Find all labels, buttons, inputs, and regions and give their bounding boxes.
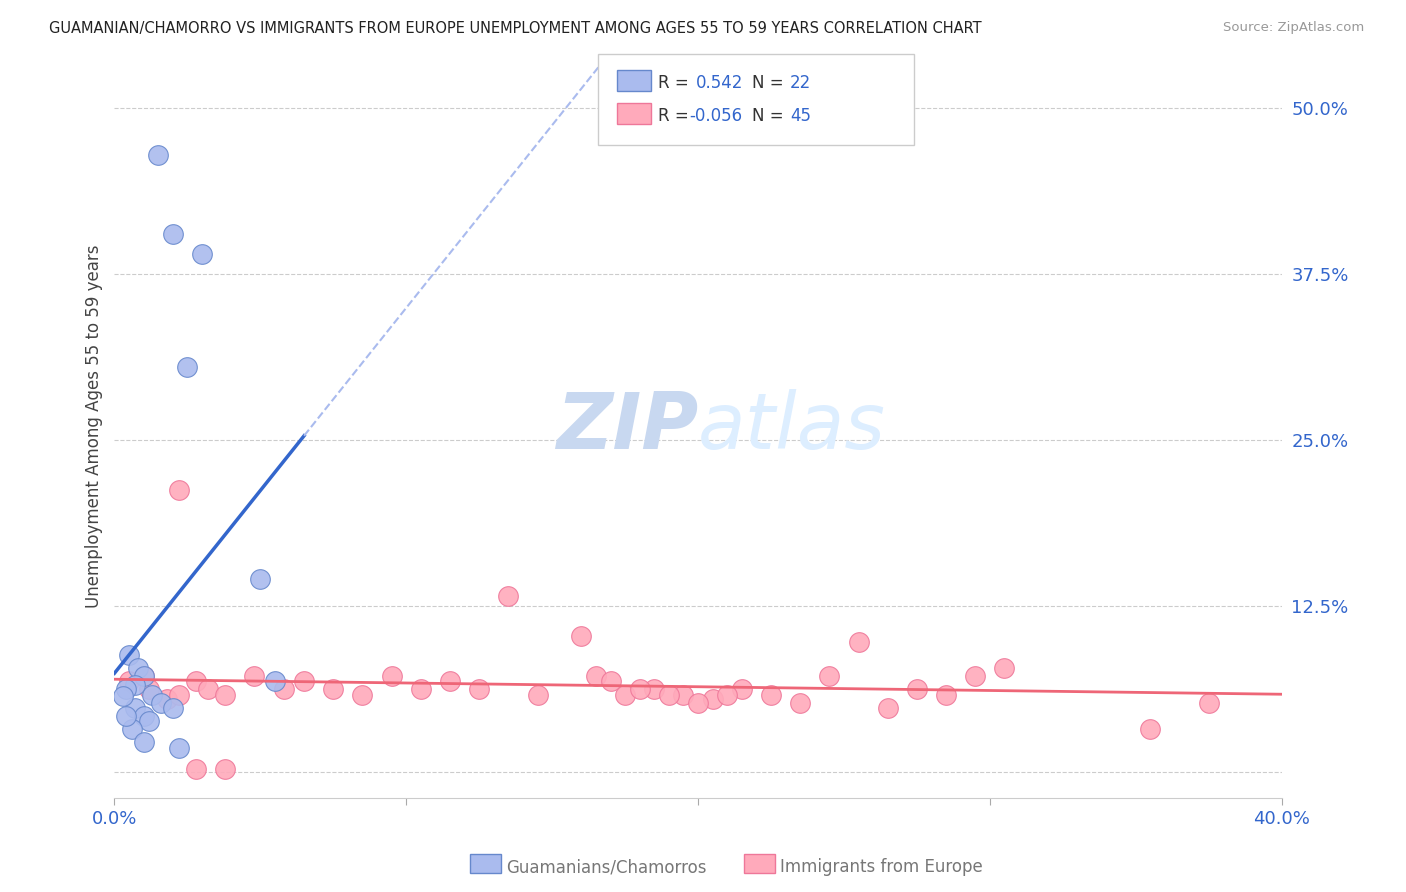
Text: Immigrants from Europe: Immigrants from Europe xyxy=(780,858,983,876)
Text: N =: N = xyxy=(752,74,789,92)
Point xyxy=(167,740,190,755)
Point xyxy=(162,701,184,715)
Point xyxy=(439,674,461,689)
Point xyxy=(156,691,179,706)
Point xyxy=(138,714,160,728)
Point xyxy=(614,688,637,702)
Point xyxy=(162,227,184,242)
Point xyxy=(905,682,928,697)
Point xyxy=(716,688,738,702)
Point xyxy=(115,709,138,723)
Text: Guamanians/Chamorros: Guamanians/Chamorros xyxy=(506,858,707,876)
Point xyxy=(184,674,207,689)
Point xyxy=(498,590,520,604)
Point xyxy=(672,688,695,702)
Text: -0.056: -0.056 xyxy=(689,107,742,125)
Point xyxy=(118,674,141,689)
Point xyxy=(197,682,219,697)
Text: N =: N = xyxy=(752,107,789,125)
Point xyxy=(585,669,607,683)
Point xyxy=(273,682,295,697)
Point xyxy=(1198,696,1220,710)
Point xyxy=(789,696,811,710)
Point xyxy=(643,682,665,697)
Text: GUAMANIAN/CHAMORRO VS IMMIGRANTS FROM EUROPE UNEMPLOYMENT AMONG AGES 55 TO 59 YE: GUAMANIAN/CHAMORRO VS IMMIGRANTS FROM EU… xyxy=(49,21,981,36)
Text: atlas: atlas xyxy=(697,389,886,465)
Point xyxy=(243,669,266,683)
Point xyxy=(409,682,432,697)
Point xyxy=(184,762,207,776)
Y-axis label: Unemployment Among Ages 55 to 59 years: Unemployment Among Ages 55 to 59 years xyxy=(86,245,103,608)
Point xyxy=(526,688,548,702)
Text: Source: ZipAtlas.com: Source: ZipAtlas.com xyxy=(1223,21,1364,34)
Point xyxy=(124,701,146,715)
Point xyxy=(132,669,155,683)
Point xyxy=(214,688,236,702)
Point xyxy=(214,762,236,776)
Point xyxy=(112,689,135,703)
Point xyxy=(759,688,782,702)
Point xyxy=(686,696,709,710)
Point xyxy=(381,669,404,683)
Point xyxy=(1139,722,1161,736)
Text: R =: R = xyxy=(658,107,695,125)
Point xyxy=(249,572,271,586)
Point xyxy=(124,678,146,692)
Point xyxy=(965,669,987,683)
Point xyxy=(127,661,149,675)
Point xyxy=(292,674,315,689)
Text: 45: 45 xyxy=(790,107,811,125)
Point xyxy=(132,669,155,683)
Text: 22: 22 xyxy=(790,74,811,92)
Point xyxy=(121,722,143,736)
Text: R =: R = xyxy=(658,74,699,92)
Text: 0.542: 0.542 xyxy=(696,74,744,92)
Point xyxy=(599,674,621,689)
Point xyxy=(993,661,1015,675)
Point xyxy=(148,147,170,161)
Point xyxy=(876,701,898,715)
Point xyxy=(132,709,155,723)
Point xyxy=(658,688,681,702)
Point xyxy=(150,696,173,710)
Point xyxy=(176,359,198,374)
Point xyxy=(132,735,155,749)
Point xyxy=(935,688,957,702)
Point xyxy=(569,629,592,643)
Point xyxy=(731,682,754,697)
Point xyxy=(167,483,190,498)
Point xyxy=(264,674,287,689)
Point xyxy=(702,691,724,706)
Point xyxy=(118,648,141,662)
Point xyxy=(191,247,214,261)
Point xyxy=(322,682,344,697)
Point xyxy=(628,682,651,697)
Point xyxy=(167,688,190,702)
Point xyxy=(115,682,138,697)
Point xyxy=(138,682,160,697)
Point xyxy=(818,669,841,683)
Point xyxy=(468,682,491,697)
Text: ZIP: ZIP xyxy=(555,389,697,465)
Point xyxy=(352,688,374,702)
Point xyxy=(141,688,163,702)
Point xyxy=(848,634,870,648)
